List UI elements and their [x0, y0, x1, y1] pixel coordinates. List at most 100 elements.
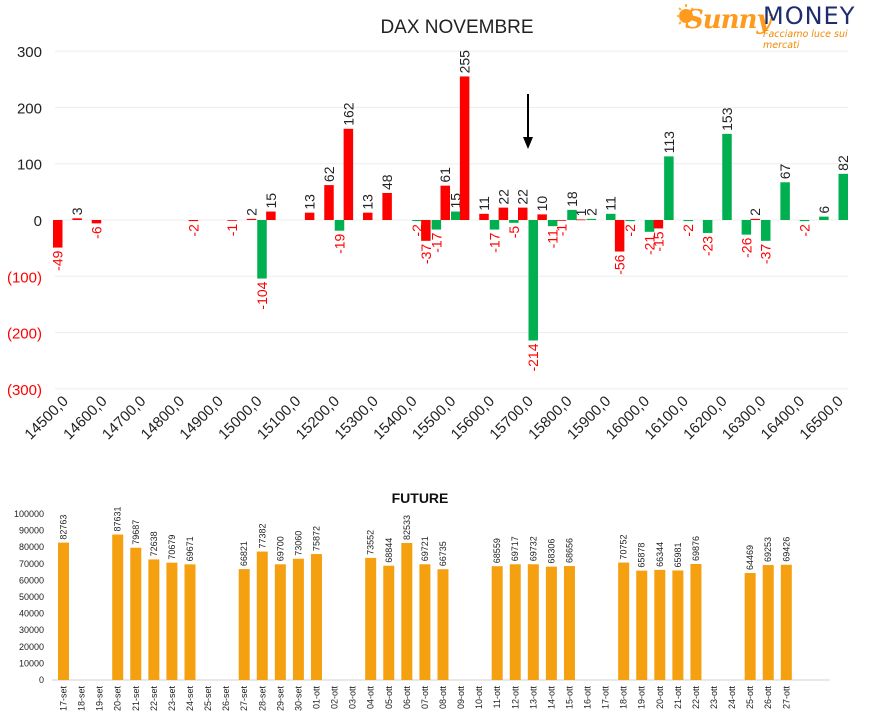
future-bar — [256, 551, 268, 680]
future-data-label: 82533 — [402, 515, 412, 540]
future-bar — [292, 558, 304, 680]
future-x-tick-label: 19-set — [95, 686, 105, 712]
data-label: -2 — [622, 224, 638, 237]
bar — [334, 220, 345, 231]
future-data-label: 68844 — [384, 538, 394, 563]
future-data-label: 69717 — [510, 536, 520, 561]
data-label: -23 — [700, 236, 716, 256]
bar — [421, 220, 431, 241]
future-x-tick-label: 17-set — [59, 686, 69, 712]
future-bar — [112, 534, 124, 680]
bar — [53, 220, 63, 248]
data-label: 22 — [515, 189, 531, 205]
data-label: 18 — [564, 191, 580, 207]
y-tick-label: 300 — [17, 44, 42, 61]
bar — [722, 133, 732, 220]
future-data-label: 69700 — [275, 536, 285, 561]
future-bar — [130, 547, 142, 680]
bar — [518, 207, 528, 220]
bar — [547, 220, 558, 227]
data-label: -15 — [650, 231, 666, 251]
bar — [431, 220, 442, 230]
data-label: -49 — [50, 250, 66, 270]
arrow-head — [523, 137, 533, 149]
future-data-label: 79687 — [131, 520, 141, 545]
bar — [324, 185, 334, 220]
bar — [586, 218, 597, 220]
future-data-label: 75872 — [311, 526, 321, 551]
future-x-tick-label: 10-ott — [474, 686, 484, 710]
bar — [625, 220, 635, 222]
future-x-tick-label: 19-ott — [637, 686, 647, 710]
bar — [498, 207, 509, 220]
data-label: 162 — [340, 102, 356, 126]
bar — [556, 220, 567, 221]
data-label: -2 — [409, 224, 425, 237]
future-y-tick-label: 50000 — [19, 592, 44, 602]
future-data-label: 69721 — [420, 536, 430, 561]
future-x-tick-label: 20-ott — [655, 686, 665, 710]
x-tick-label: 16500,0 — [796, 393, 846, 443]
future-x-tick-label: 21-set — [131, 686, 141, 712]
future-x-tick-label: 07-ott — [420, 686, 430, 710]
logo-money-text: MONEY — [763, 2, 856, 30]
future-data-label: 69876 — [691, 536, 701, 561]
bar — [819, 216, 829, 220]
future-x-tick-label: 22-set — [149, 686, 159, 712]
future-x-tick-label: 27-ott — [781, 686, 791, 710]
future-bar — [636, 570, 648, 680]
future-bar — [437, 569, 449, 680]
bar — [257, 220, 267, 279]
future-data-label: 68656 — [564, 538, 574, 563]
future-data-label: 66735 — [438, 541, 448, 566]
future-x-tick-label: 13-ott — [528, 686, 538, 710]
future-bar — [365, 557, 377, 680]
future-title: FUTURE — [392, 490, 449, 506]
bar — [838, 173, 848, 220]
data-label: 153 — [719, 107, 735, 131]
data-label: 15 — [263, 193, 279, 209]
bar — [653, 220, 664, 229]
future-bar — [419, 564, 431, 680]
data-label: -21 — [642, 235, 658, 255]
future-bar — [238, 569, 250, 680]
future-bar — [509, 564, 521, 680]
future-x-tick-label: 09-ott — [456, 686, 466, 710]
future-x-tick-label: 20-set — [113, 686, 123, 712]
future-bar — [310, 554, 322, 680]
future-x-tick-label: 22-ott — [691, 686, 701, 710]
bar — [343, 128, 354, 220]
bar — [614, 220, 625, 252]
future-bar — [148, 559, 160, 680]
future-bar — [744, 572, 756, 680]
bar — [227, 220, 237, 221]
bar — [509, 220, 519, 223]
future-data-label: 68559 — [492, 538, 502, 563]
future-bar — [274, 564, 286, 680]
y-tick-label: 0 — [34, 213, 42, 230]
future-bar — [491, 566, 503, 680]
data-label: -11 — [545, 229, 561, 248]
future-bar — [780, 564, 792, 680]
data-label: 48 — [379, 174, 395, 190]
future-x-tick-label: 24-ott — [727, 686, 737, 710]
bar — [440, 185, 450, 220]
data-label: 82 — [835, 155, 851, 171]
data-label: 10 — [534, 196, 550, 212]
bar — [459, 76, 470, 220]
future-data-label: 70679 — [167, 535, 177, 560]
future-y-tick-label: 20000 — [19, 642, 44, 652]
future-x-tick-label: 06-ott — [402, 686, 412, 710]
future-bar — [545, 566, 557, 680]
future-bar — [672, 570, 684, 680]
future-data-label: 65878 — [637, 543, 647, 568]
bar — [72, 218, 82, 220]
data-label: -104 — [254, 281, 270, 309]
future-x-tick-label: 26-ott — [763, 686, 773, 710]
future-bar — [184, 564, 196, 680]
future-x-tick-label: 25-ott — [745, 686, 755, 710]
future-data-label: 87631 — [113, 507, 123, 532]
data-label: 6 — [816, 206, 832, 214]
future-bar — [527, 564, 539, 680]
